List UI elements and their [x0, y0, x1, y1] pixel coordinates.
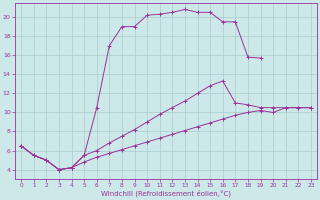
X-axis label: Windchill (Refroidissement éolien,°C): Windchill (Refroidissement éolien,°C) — [101, 190, 231, 197]
